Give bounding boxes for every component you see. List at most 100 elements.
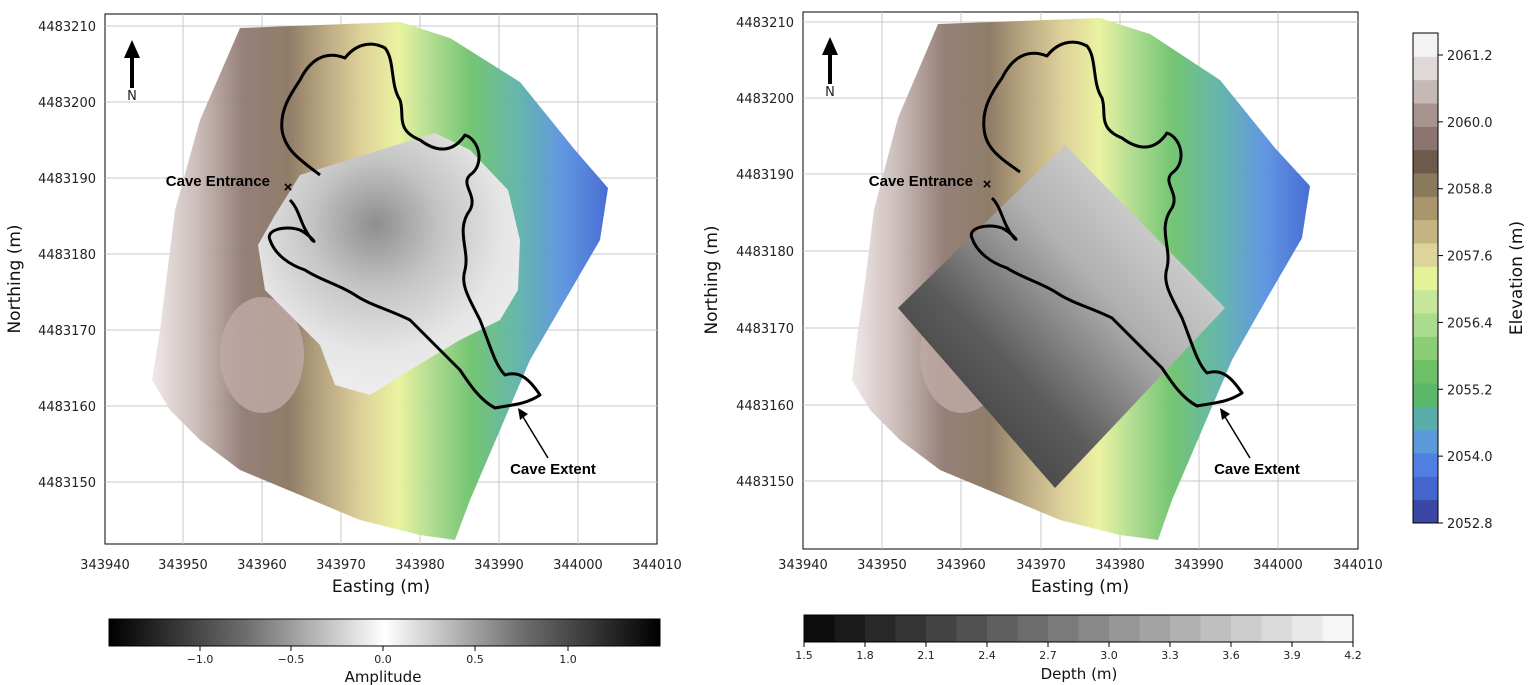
elevation-band [1413, 103, 1438, 127]
cave-entrance-label: Cave Entrance [869, 173, 973, 190]
elevation-band [1413, 173, 1438, 197]
x-tick: 343990 [474, 558, 524, 573]
cave-extent-outline [267, 42, 542, 410]
elevation-tick: 2055.2 [1447, 383, 1493, 398]
elevation-tick: 2052.8 [1447, 517, 1493, 532]
x-tick: 343960 [936, 558, 986, 573]
elevation-band [1413, 383, 1438, 407]
x-tick: 343940 [778, 558, 828, 573]
elevation-band [1413, 336, 1438, 361]
x-axis-label: Easting (m) [332, 577, 430, 597]
amplitude-tick: −1.0 [187, 653, 214, 666]
depth-band [1170, 615, 1201, 642]
depth-colorbar-frame [803, 614, 1354, 643]
amplitude-overlay [258, 133, 520, 395]
depth-band [1139, 615, 1171, 642]
elevation-tick: 2056.4 [1447, 316, 1493, 331]
depth-colorbar: 1.5 1.8 2.1 2.4 2.7 3.0 3.3 3.6 3.9 4.2 Depth (m) [795, 614, 1362, 683]
depth-overlay [898, 145, 1225, 488]
elevation-band [1413, 33, 1438, 57]
y-tick: 4483210 [38, 20, 96, 35]
depth-tick: 2.1 [917, 649, 935, 662]
depth-colorbar-ticks: 1.5 1.8 2.1 2.4 2.7 3.0 3.3 3.6 3.9 4.2 [795, 642, 1362, 662]
depth-band [804, 615, 835, 642]
y-tick-labels: 4483210 4483200 4483190 4483180 4483170 … [38, 20, 96, 491]
cave-extent-arrow [519, 411, 549, 459]
north-label: N [127, 89, 137, 104]
amplitude-tick: −0.5 [278, 653, 305, 666]
depth-tick: 3.3 [1161, 649, 1179, 662]
elevation-band [1413, 56, 1438, 81]
y-axis-label: Northing (m) [5, 224, 25, 333]
amplitude-colorbar-ticks [199, 646, 569, 651]
elevation-band [1413, 406, 1438, 431]
elevation-tick: 2058.8 [1447, 183, 1493, 198]
depth-band [1078, 615, 1110, 642]
depth-band [1292, 615, 1323, 642]
x-tick: 343990 [1174, 558, 1224, 573]
depth-band [1231, 615, 1262, 642]
elevation-colorbar-frame [1412, 32, 1439, 524]
y-tick: 4483150 [736, 475, 794, 490]
amplitude-map-panel: × Cave Entrance Cave Extent N 343940 343… [5, 13, 682, 597]
y-tick: 4483200 [736, 92, 794, 107]
amplitude-tick: 0.5 [466, 653, 484, 666]
y-tick-labels: 4483210 4483200 4483190 4483180 4483170 … [736, 16, 794, 490]
x-tick: 344010 [632, 558, 682, 573]
depth-tick: 3.0 [1100, 649, 1118, 662]
depth-band [1017, 615, 1049, 642]
x-tick: 343980 [395, 558, 445, 573]
x-tick: 344000 [553, 558, 603, 573]
elevation-colorbar-ticks: 2061.2 2060.0 2058.8 2057.6 2056.4 2055.2 2054… [1438, 49, 1493, 532]
x-tick: 344010 [1333, 558, 1383, 573]
elevation-band [1413, 453, 1438, 477]
elevation-band [1413, 196, 1438, 221]
elevation-band [1413, 359, 1438, 384]
north-label: N [825, 85, 835, 100]
depth-band [1322, 615, 1354, 642]
depth-band [1048, 615, 1079, 642]
depth-band [956, 615, 988, 642]
depth-tick: 1.8 [856, 649, 874, 662]
y-tick: 4483200 [38, 96, 96, 111]
depth-band [926, 615, 957, 642]
x-tick: 343940 [80, 558, 130, 573]
amplitude-colorbar: −1.0 −0.5 0.0 0.5 1.0 Amplitude [108, 618, 661, 685]
depth-tick: 3.9 [1283, 649, 1301, 662]
elevation-band [1413, 476, 1438, 501]
x-tick-labels: 343940 343950 343960 343970 343980 34399… [80, 558, 682, 573]
depth-band [895, 615, 927, 642]
y-tick: 4483160 [38, 400, 96, 415]
cave-entrance-marker: × [983, 176, 992, 193]
cave-entrance-marker: × [284, 179, 293, 196]
elevation-colorbar-label: Elevation (m) [1507, 221, 1527, 335]
elevation-tick: 2054.0 [1447, 450, 1493, 465]
x-tick: 343980 [1095, 558, 1145, 573]
cave-extent-outline [969, 40, 1244, 408]
elevation-band [1413, 313, 1438, 337]
amplitude-tick: 0.0 [374, 653, 392, 666]
x-tick: 343950 [158, 558, 208, 573]
depth-band [1261, 615, 1293, 642]
elevation-band [1413, 149, 1438, 174]
elevation-colorbar-bands [1413, 33, 1438, 524]
x-tick: 343950 [857, 558, 907, 573]
north-arrowhead-icon [124, 40, 140, 58]
y-tick: 4483180 [38, 248, 96, 263]
depth-tick: 1.5 [795, 649, 813, 662]
amplitude-colorbar-gradient [108, 618, 661, 647]
depth-band [834, 615, 866, 642]
y-axis-label: Northing (m) [702, 225, 722, 334]
cave-extent-label: Cave Extent [510, 461, 596, 478]
cave-extent-arrow [1221, 411, 1251, 459]
depth-colorbar-label: Depth (m) [1041, 665, 1118, 683]
amplitude-tick: 1.0 [559, 653, 577, 666]
y-tick: 4483170 [736, 322, 794, 337]
y-tick: 4483180 [736, 245, 794, 260]
elevation-band [1413, 266, 1438, 291]
depth-tick: 3.6 [1222, 649, 1240, 662]
y-tick: 4483210 [736, 16, 794, 31]
x-tick: 343970 [316, 558, 366, 573]
x-tick: 343960 [237, 558, 287, 573]
